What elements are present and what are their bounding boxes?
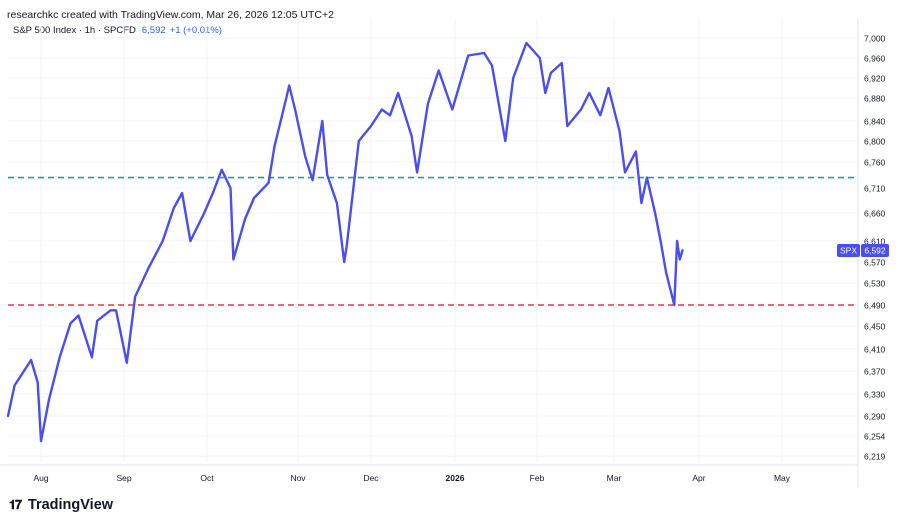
y-tick-label: 6,610: [864, 237, 886, 247]
page-title: researchkc created with TradingView.com,…: [7, 9, 334, 21]
y-tick-label: 6,760: [864, 158, 886, 168]
y-tick-label: 6,660: [864, 209, 886, 219]
legend-last-price: 6,592: [141, 25, 166, 36]
y-tick-label: 6,710: [864, 184, 886, 194]
y-tick-label: 6,880: [864, 94, 886, 104]
tradingview-logo[interactable]: 𝟏𝟕 TradingView: [9, 497, 113, 513]
x-tick-label: 2026: [446, 473, 465, 483]
x-tick-label: Dec: [363, 473, 379, 483]
y-tick-label: 6,219: [864, 452, 886, 462]
y-tick-label: 6,570: [864, 258, 886, 268]
x-tick-label: Mar: [607, 473, 622, 483]
x-tick-label: Aug: [33, 473, 48, 483]
last-price-tag: SPX 6,592: [837, 243, 889, 257]
price-tag-symbol: SPX: [840, 245, 857, 255]
tradingview-logo-icon: 𝟏𝟕: [9, 497, 22, 512]
legend-symbol: S&P 500 Index · 1h · SPCFD: [13, 25, 136, 36]
legend-change: +1 (+0.01%): [169, 25, 222, 36]
tradingview-logo-text: TradingView: [27, 497, 114, 513]
y-tick-label: 6,290: [864, 412, 886, 422]
y-tick-label: 6,410: [864, 345, 886, 355]
x-tick-label: Nov: [290, 473, 306, 483]
y-tick-label: 6,370: [864, 367, 886, 377]
y-tick-label: 6,530: [864, 279, 886, 289]
y-tick-label: 6,254: [864, 432, 886, 442]
y-tick-label: 6,960: [864, 54, 886, 64]
y-tick-label: 7,000: [864, 34, 886, 44]
x-tick-label: Feb: [530, 473, 545, 483]
y-tick-label: 6,490: [864, 301, 886, 311]
x-tick-label: May: [774, 473, 791, 483]
series-legend[interactable]: S&P 500 Index · 1h · SPCFD 6,592 +1 (+0.01…: [13, 25, 222, 36]
y-tick-label: 6,840: [864, 117, 886, 127]
y-tick-label: 6,800: [864, 137, 886, 147]
x-tick-label: Sep: [116, 473, 131, 483]
y-tick-label: 6,330: [864, 390, 886, 400]
price-line: [6, 41, 684, 443]
price-tag-value: 6,592: [864, 245, 886, 255]
x-tick-label: Oct: [200, 473, 214, 483]
y-tick-label: 6,920: [864, 74, 886, 84]
x-tick-label: Apr: [692, 473, 705, 483]
y-tick-label: 6,450: [864, 322, 886, 332]
